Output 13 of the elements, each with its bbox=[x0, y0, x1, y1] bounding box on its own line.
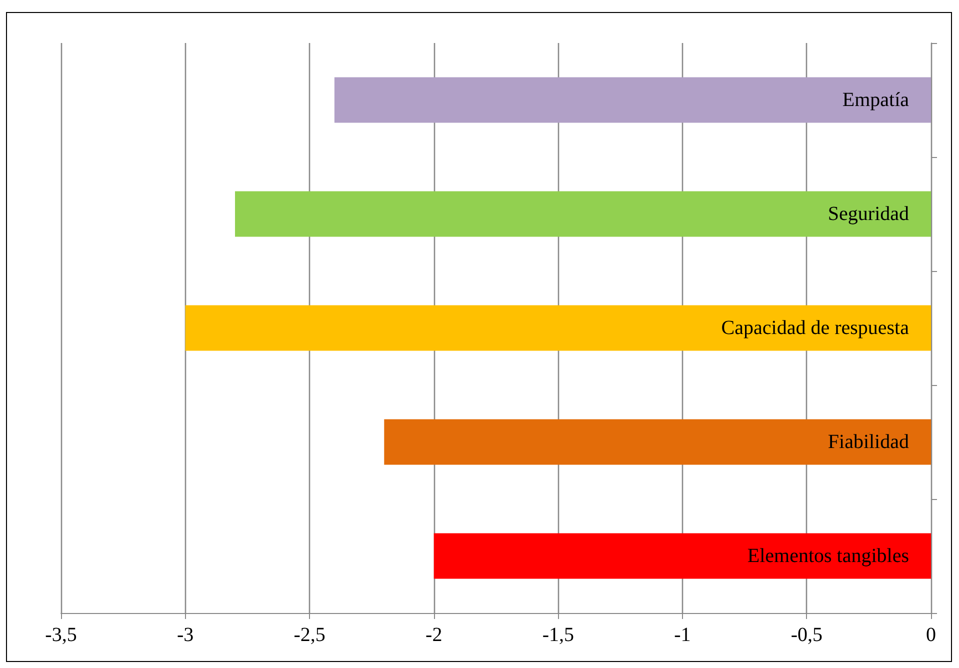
x-tick-label: -3,5 bbox=[45, 624, 77, 646]
y-tick-label: Capacidad de respuesta bbox=[721, 317, 910, 339]
y-tick-label: Fiabilidad bbox=[828, 431, 909, 453]
x-tick-label: -1,5 bbox=[542, 624, 574, 646]
x-tick-label: -3 bbox=[176, 624, 194, 646]
x-tick-label: 0 bbox=[926, 624, 936, 646]
y-tick-label: Empatía bbox=[842, 89, 910, 111]
x-tick-label: -2 bbox=[426, 624, 442, 646]
y-tick-label: Elementos tangibles bbox=[747, 545, 910, 567]
x-tick-label: -2,5 bbox=[294, 624, 326, 646]
y-tick-label: Seguridad bbox=[828, 203, 909, 225]
x-tick-label: -1 bbox=[674, 624, 691, 646]
x-tick-label: -0,5 bbox=[790, 624, 823, 646]
